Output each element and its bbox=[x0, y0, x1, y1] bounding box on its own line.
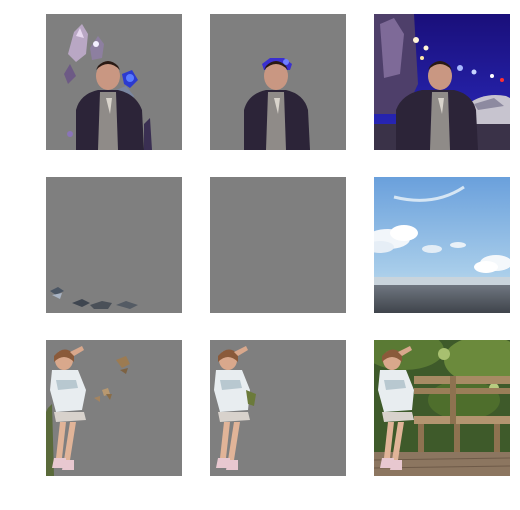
night-man-person-mask-image bbox=[210, 14, 346, 150]
row3-person-segmentation-tile bbox=[210, 340, 346, 476]
row1-person-segmentation-tile bbox=[210, 14, 346, 150]
girl-bench-partial-mask-image bbox=[46, 340, 182, 476]
row3-original-photo-tile bbox=[374, 340, 510, 476]
sky-empty-mask-image bbox=[210, 177, 346, 313]
sky-near-empty-mask-image bbox=[46, 177, 182, 313]
row3-partial-segmentation-tile bbox=[46, 340, 182, 476]
row1-original-photo-tile bbox=[374, 14, 510, 150]
girl-bench-person-mask-image bbox=[210, 340, 346, 476]
sky-original-photo bbox=[374, 177, 510, 313]
night-man-partial-mask-image bbox=[46, 14, 182, 150]
row2-original-photo-tile bbox=[374, 177, 510, 313]
row2-empty-segmentation-tile bbox=[210, 177, 346, 313]
row2-near-empty-segmentation-tile bbox=[46, 177, 182, 313]
row1-partial-segmentation-tile bbox=[46, 14, 182, 150]
night-man-original-photo bbox=[374, 14, 510, 150]
girl-bench-original-photo bbox=[374, 340, 510, 476]
